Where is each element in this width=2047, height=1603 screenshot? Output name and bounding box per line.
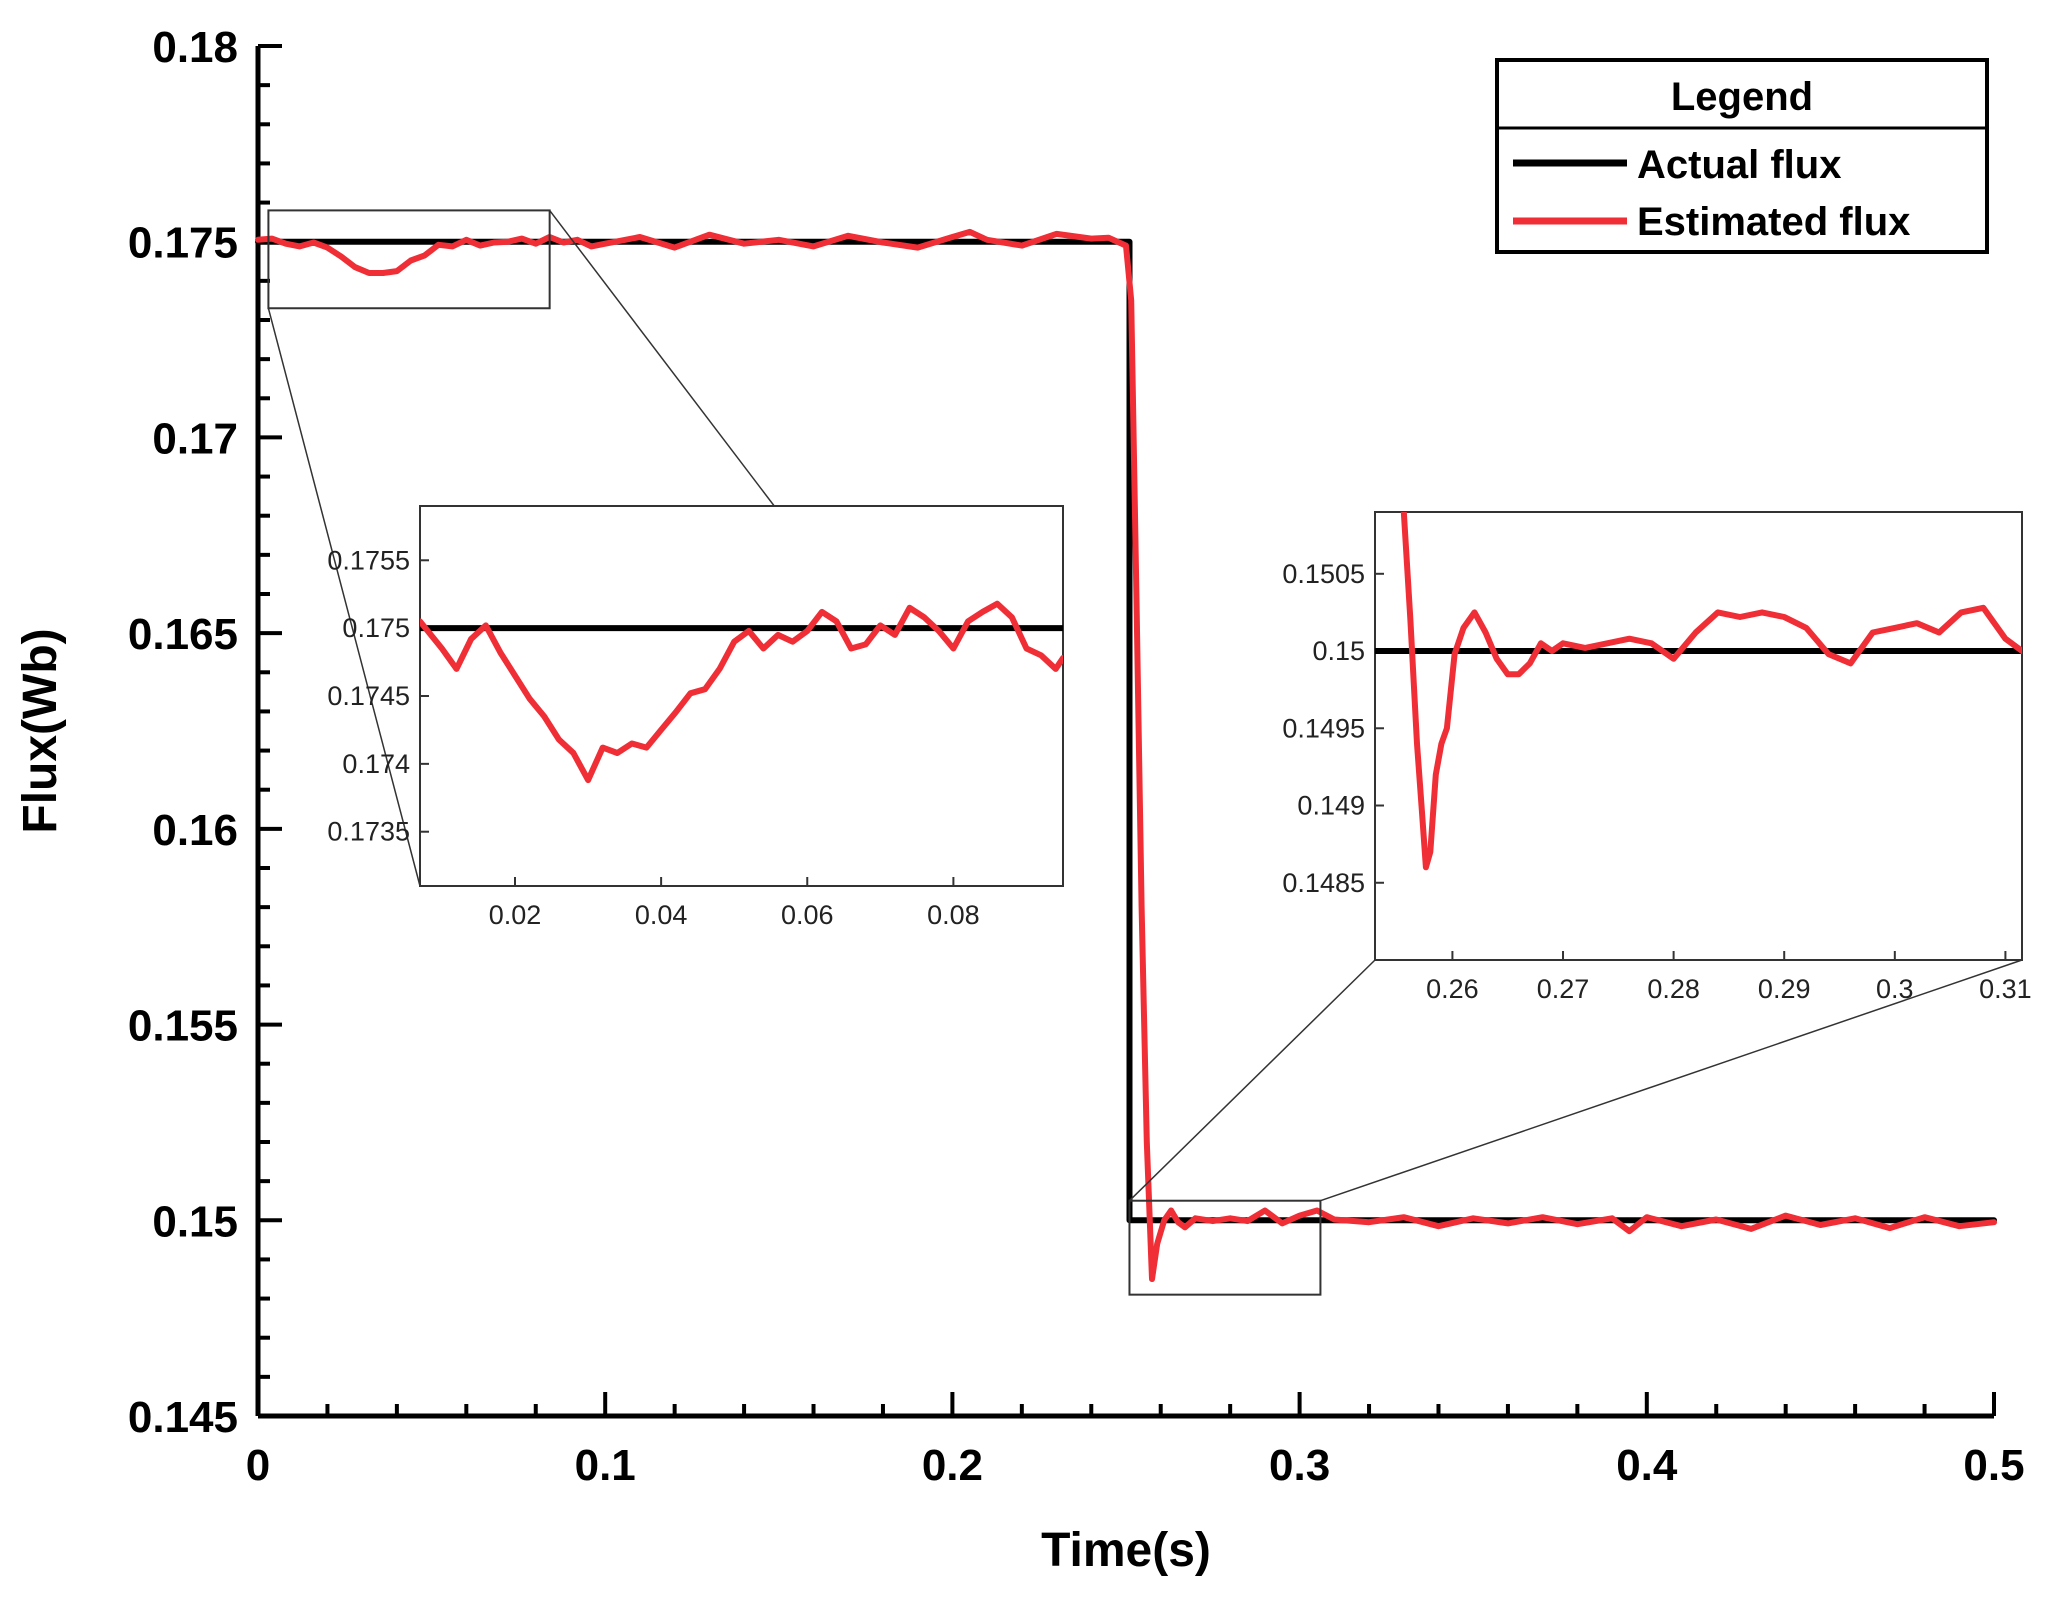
y-tick-label: 0.155 [128, 1002, 238, 1051]
x-tick-label: 0.4 [1616, 1441, 1678, 1490]
x-tick-label: 0.5 [1963, 1441, 2024, 1490]
inset-x-tick-label: 0.28 [1647, 974, 1700, 1004]
zoom-connector [1320, 959, 2023, 1202]
inset-x-tick-label: 0.29 [1758, 974, 1811, 1004]
y-tick-label: 0.175 [128, 219, 238, 268]
legend-label-actual: Actual flux [1637, 143, 1841, 187]
zoom-connector [1128, 959, 1376, 1202]
main-plot: 0.145 0.15 0.155 0.16 0.165 0.17 0.175 0.18 0 0.1… [14, 23, 2025, 1577]
inset-start: 0.1735 0.174 0.1745 0.175 0.1755 0.02 0.04 0.06… [327, 505, 1064, 930]
x-axis-label: Time(s) [1041, 1524, 1211, 1577]
inset-data [420, 600, 1063, 784]
inset-y-tick-label: 0.1735 [327, 817, 410, 847]
y-tick-label: 0.16 [152, 806, 238, 855]
inset-frame [419, 505, 1064, 887]
inset-y-tick-label: 0.174 [342, 749, 410, 779]
y-tick-label: 0.15 [152, 1197, 238, 1246]
x-tick-label: 0.1 [575, 1441, 636, 1490]
inset-y-tick-label: 0.1745 [327, 681, 410, 711]
y-tick-label: 0.145 [128, 1393, 238, 1442]
inset-y-tick-label: 0.1485 [1282, 868, 1365, 898]
inset-y-tick-label: 0.1495 [1282, 713, 1365, 743]
inset-x-tick-label: 0.26 [1426, 974, 1479, 1004]
inset-frame [1374, 511, 2023, 961]
x-tick-label: 0 [246, 1441, 270, 1490]
inset-x-tick-label: 0.3 [1876, 974, 1914, 1004]
inset-y-tick-label: 0.1755 [327, 545, 410, 575]
x-tick-label: 0.3 [1269, 1441, 1330, 1490]
inset-series-estimated-flux [420, 600, 1063, 784]
zoom-source-box [267, 209, 551, 310]
y-tick-label: 0.17 [152, 414, 238, 463]
inset-y-tick-label: 0.175 [342, 613, 410, 643]
inset-y-tick-label: 0.149 [1297, 791, 1365, 821]
insets: 0.1735 0.174 0.1745 0.175 0.1755 0.02 0.04 0.06… [327, 505, 2032, 1004]
inset-x-tick-label: 0.02 [489, 900, 542, 930]
legend-label-estimated: Estimated flux [1637, 200, 1910, 244]
inset-data [1375, 512, 2022, 871]
inset-x-tick-label: 0.08 [927, 900, 980, 930]
series-estimated-flux [255, 228, 1997, 1282]
zoom-connector [267, 308, 421, 887]
legend-title: Legend [1671, 75, 1813, 119]
inset-x-tick-label: 0.31 [1979, 974, 2032, 1004]
inset-x-tick-label: 0.06 [781, 900, 834, 930]
zoom-source-box [1128, 1199, 1322, 1296]
inset-y-tick-label: 0.15 [1312, 636, 1365, 666]
inset-series-estimated-flux [1400, 512, 2022, 871]
y-tick-label: 0.18 [152, 23, 238, 72]
y-tick-label: 0.165 [128, 610, 238, 659]
legend: Legend Actual flux Estimated flux [1495, 58, 1989, 254]
inset-x-tick-label: 0.27 [1537, 974, 1590, 1004]
x-tick-label: 0.2 [922, 1441, 983, 1490]
inset-x-tick-label: 0.04 [635, 900, 688, 930]
y-axis-label: Flux(Wb) [14, 628, 67, 833]
inset-step: 0.1485 0.149 0.1495 0.15 0.1505 0.26 0.27 0.28 0… [1282, 511, 2032, 1004]
inset-y-tick-label: 0.1505 [1282, 559, 1365, 589]
